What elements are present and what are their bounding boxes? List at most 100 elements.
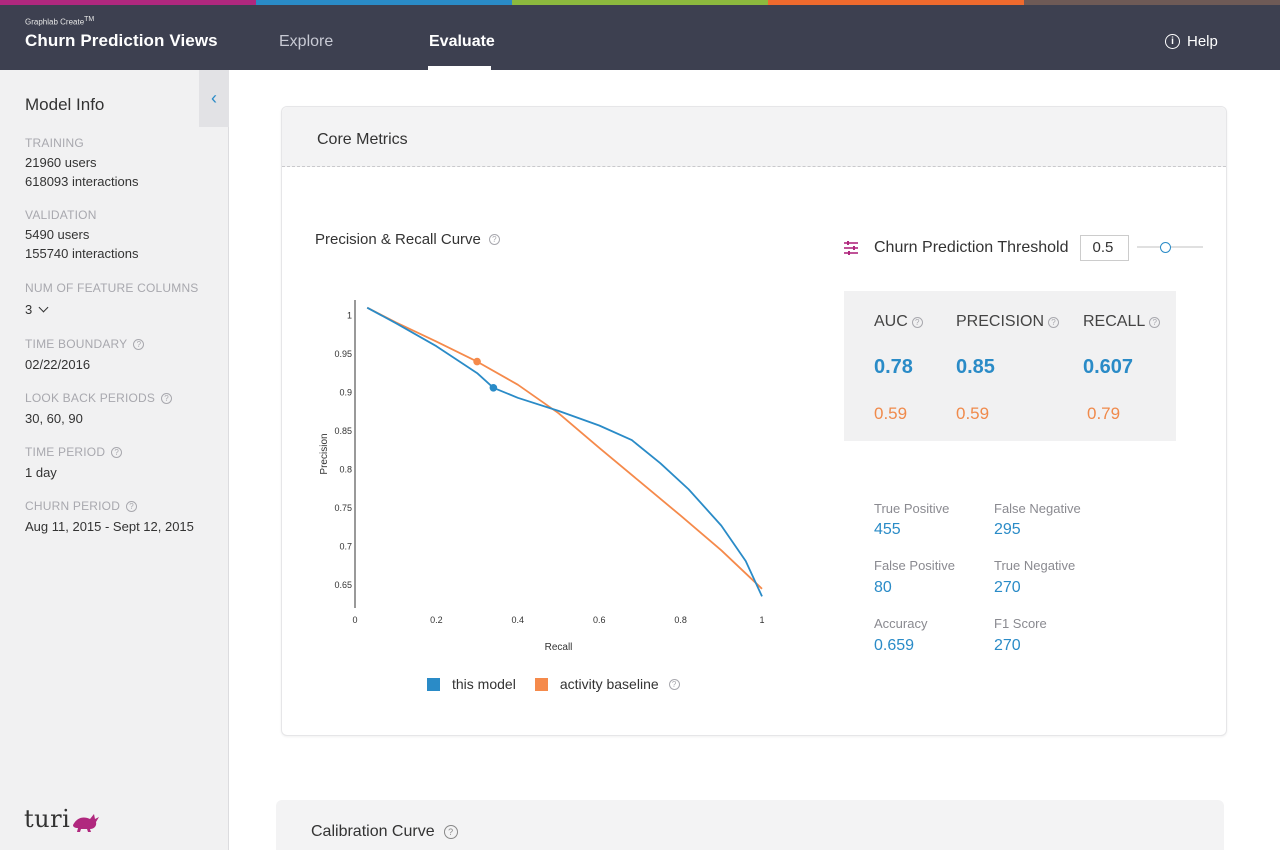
churn-period-value: Aug 11, 2015 - Sept 12, 2015 [25,519,194,534]
recall-model-value: 0.607 [1083,356,1134,378]
f1-score-label: F1 Score [994,616,1047,631]
threshold-control: Churn Prediction Threshold 0.5 [843,235,1130,261]
sliders-icon [844,241,858,255]
question-icon[interactable]: ? [126,500,138,512]
question-icon[interactable]: ? [911,316,923,328]
tab-explore[interactable]: Explore [279,33,334,50]
false-negative-value: 295 [994,521,1021,538]
help-label: Help [1187,33,1218,50]
calibration-card: Calibration Curve ? [276,800,1224,850]
y-tick-label: 0.65 [334,580,352,590]
x-tick-label: 0 [352,615,357,625]
training-interactions: 618093 interactions [25,174,139,189]
y-axis-label: Precision [319,433,330,474]
baseline-series-line [366,306,763,590]
question-icon[interactable]: ? [443,825,458,839]
model-threshold-point [489,383,498,392]
app-title: Churn Prediction Views [25,31,218,50]
training-label: TRAINING [25,136,84,150]
baseline-threshold-point [473,357,481,366]
validation-label: VALIDATION [25,208,97,222]
time-period-label: TIME PERIOD? [25,445,123,459]
question-icon[interactable]: ? [488,234,500,245]
accuracy-label: Accuracy [874,616,928,631]
model-info-sidebar: ‹ Model Info TRAINING 21960 users 618093… [0,70,229,850]
validation-label-text: VALIDATION [25,208,97,222]
question-icon[interactable]: ? [161,392,173,404]
validation-users: 5490 users [25,227,90,242]
auc-header: AUC? [874,313,923,331]
help-button[interactable]: i Help [1165,33,1218,50]
y-tick-label: 0.9 [339,387,352,397]
cat-icon [73,814,100,832]
look-back-value: 30, 60, 90 [25,411,83,426]
time-boundary-label: TIME BOUNDARY? [25,337,145,351]
x-tick-label: 0.8 [674,615,687,625]
brand-color-stripe [0,0,1280,5]
validation-value: 5490 users 155740 interactions [25,225,138,263]
time-boundary-label-text: TIME BOUNDARY [25,337,128,351]
f1-score-value: 270 [994,637,1021,654]
threshold-input[interactable]: 0.5 [1080,235,1130,261]
recall-baseline-value: 0.79 [1087,404,1121,423]
legend-swatch-model [427,677,440,691]
false-positive-value: 80 [874,579,892,596]
core-metrics-title: Core Metrics [317,131,408,148]
y-tick-label: 0.7 [339,541,352,551]
validation-interactions: 155740 interactions [25,246,139,261]
precision-header: PRECISION? [956,313,1060,331]
training-value: 21960 users 618093 interactions [25,153,138,191]
true-negative-value: 270 [994,579,1021,596]
x-tick-label: 1 [759,615,764,625]
chevron-left-icon: ‹ [211,88,217,108]
accuracy-value: 0.659 [874,637,915,654]
info-icon: i [1165,34,1180,49]
time-period-value: 1 day [25,465,57,480]
chart-legend: this model activity baseline ? [427,676,680,692]
app-header: Graphlab CreateTM Churn Prediction Views… [0,5,1280,70]
auc-model-value: 0.78 [874,356,913,378]
y-tick-label: 0.85 [334,426,352,436]
y-tick-label: 0.95 [334,349,352,359]
question-icon[interactable]: ? [1149,316,1161,328]
question-icon[interactable]: ? [1048,316,1060,328]
pr-curve-title: Precision & Recall Curve ? [315,231,500,248]
logo-text: turi [24,805,71,833]
feature-columns-label: NUM OF FEATURE COLUMNS [25,281,199,295]
model-series-line [366,306,763,597]
stripe-segment [256,0,512,5]
turi-logo: turi [24,805,100,833]
feature-columns-dropdown[interactable]: 3 [25,300,49,319]
question-icon[interactable]: ? [111,446,123,458]
stripe-segment [0,0,256,5]
precision-model-value: 0.85 [956,356,995,378]
stripe-segment [768,0,1024,5]
recall-header: RECALL? [1083,313,1161,331]
recall-label: RECALL [1083,313,1146,330]
stripe-segment [1024,0,1280,5]
active-tab-indicator [428,66,491,70]
feature-columns-value: 3 [25,302,33,317]
calibration-title: Calibration Curve ? [311,823,458,841]
legend-label-model: this model [452,676,516,692]
metrics-summary: AUC? PRECISION? RECALL? 0.78 0.85 0.607 … [844,291,1176,441]
question-icon[interactable]: ? [133,338,145,350]
true-positive-value: 455 [874,521,901,538]
threshold-slider-handle[interactable] [1160,242,1171,253]
precision-label: PRECISION [956,313,1045,330]
y-tick-label: 0.8 [339,464,352,474]
core-metrics-header: Core Metrics [282,107,1226,167]
false-negative-label: False Negative [994,501,1081,516]
true-negative-label: True Negative [994,558,1076,573]
auc-label: AUC [874,313,908,330]
false-positive-label: False Positive [874,558,955,573]
brand-small-text: Graphlab Create [25,17,85,27]
stripe-segment [512,0,768,5]
threshold-label: Churn Prediction Threshold [874,239,1069,256]
sidebar-title: Model Info [25,95,105,114]
collapse-sidebar-button[interactable]: ‹ [199,70,229,127]
x-tick-label: 0.2 [430,615,443,625]
churn-period-label: CHURN PERIOD? [25,499,138,513]
tab-evaluate[interactable]: Evaluate [429,33,495,50]
question-icon[interactable]: ? [668,678,680,690]
